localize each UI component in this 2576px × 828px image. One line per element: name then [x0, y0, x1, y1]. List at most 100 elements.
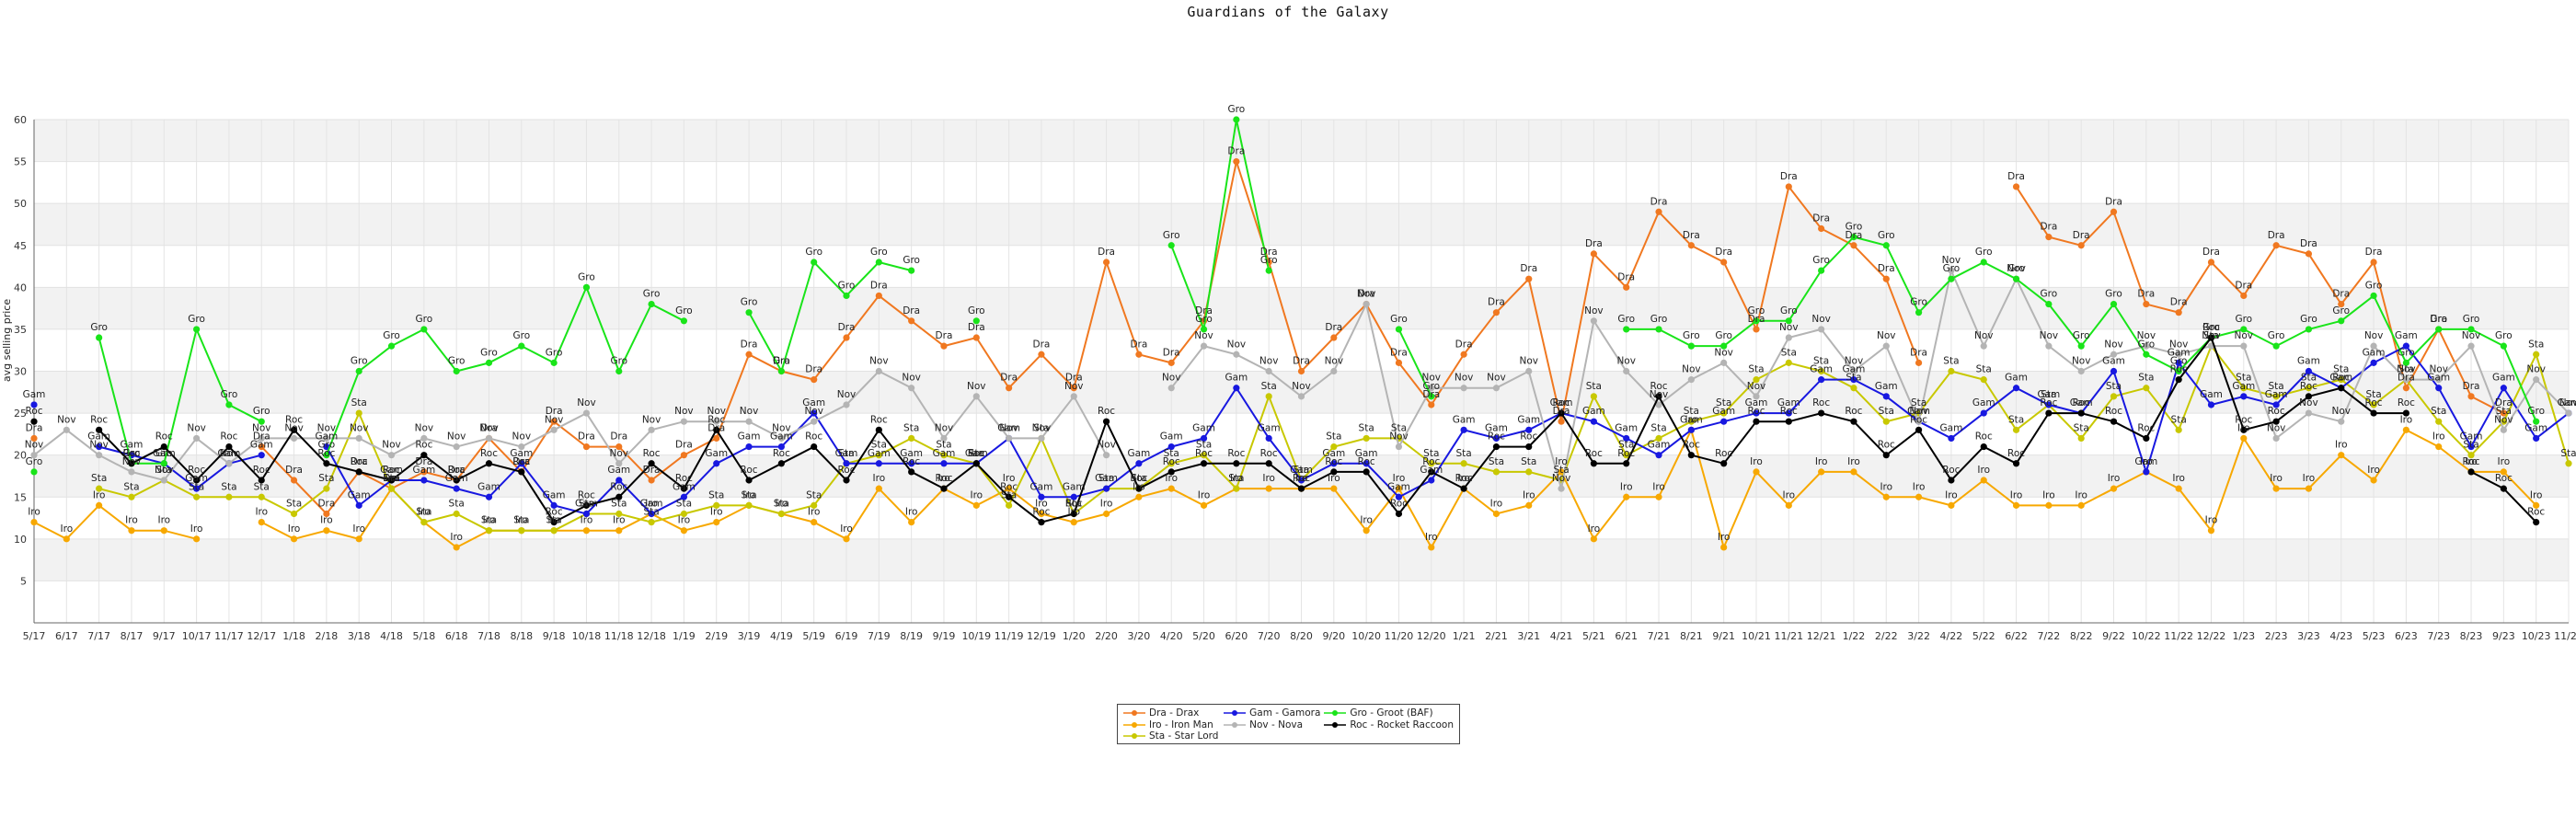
point-label-roc: Roc	[610, 481, 627, 492]
data-point-roc	[485, 460, 493, 467]
data-point-dra	[1720, 259, 1728, 266]
data-point-nov	[940, 434, 948, 443]
point-label-nov: Nov	[1909, 406, 1928, 417]
series-line-gro	[98, 326, 262, 465]
x-tick-label: 7/22	[2038, 630, 2061, 642]
data-point-roc	[908, 468, 915, 476]
point-label-iro: Iro	[1457, 473, 1470, 484]
data-point-nov	[193, 434, 201, 443]
point-label-sta: Sta	[1001, 489, 1017, 500]
point-label-sta: Sta	[1196, 440, 1212, 451]
point-label-dra: Dra	[936, 330, 953, 341]
x-tick-label: 11/17	[214, 630, 244, 642]
point-label-gro: Gro	[383, 330, 400, 341]
point-label-dra: Dra	[870, 280, 888, 291]
point-label-roc: Roc	[1098, 406, 1115, 417]
x-tick-label: 10/19	[961, 630, 991, 642]
point-label-roc: Roc	[1000, 481, 1018, 492]
data-point-iro	[972, 501, 980, 509]
data-point-sta	[1428, 460, 1435, 467]
point-label-roc: Roc	[805, 431, 822, 443]
point-label-nov: Nov	[2104, 339, 2123, 350]
data-point-gam	[843, 460, 850, 467]
point-label-dra: Dra	[2463, 381, 2480, 392]
point-label-iro: Iro	[2270, 473, 2283, 484]
point-label-iro: Iro	[1620, 481, 1633, 492]
point-label-gro: Gro	[1390, 314, 1408, 325]
axes	[33, 119, 2569, 624]
point-label-roc: Roc	[90, 414, 108, 425]
data-point-iro	[1525, 501, 1533, 509]
point-label-nov: Nov	[2559, 397, 2576, 408]
x-tick-label: 8/18	[510, 630, 533, 642]
data-point-roc	[1590, 460, 1597, 467]
point-label-dra: Dra	[1846, 230, 1863, 241]
data-point-nov	[1948, 267, 1955, 274]
point-label-gam: Gam	[900, 448, 923, 459]
data-point-sta	[648, 519, 655, 526]
data-point-nov	[485, 434, 493, 443]
point-label-gam: Gam	[2524, 422, 2547, 433]
data-point-gro	[2012, 275, 2020, 282]
point-label-gam: Gam	[2005, 373, 2028, 384]
data-point-iro	[2533, 501, 2540, 509]
point-label-gro: Gro	[2268, 330, 2285, 341]
data-point-iro	[2207, 527, 2215, 535]
point-label-sta: Sta	[2431, 406, 2446, 417]
x-tick-label: 4/19	[770, 630, 793, 642]
x-tick-label: 5/23	[2363, 630, 2386, 642]
point-label-nov: Nov	[1650, 389, 1669, 400]
point-label-sta: Sta	[871, 440, 887, 451]
data-point-gam	[2533, 434, 2540, 443]
point-label-roc: Roc	[2300, 381, 2317, 392]
point-label-gro: Gro	[480, 347, 498, 358]
point-label-roc: Roc	[2170, 364, 2188, 375]
data-point-gro	[160, 460, 167, 467]
data-point-sta	[1167, 460, 1175, 467]
point-label-sta: Sta	[1553, 465, 1569, 476]
data-point-nov	[582, 409, 591, 417]
point-label-nov: Nov	[1845, 356, 1864, 367]
data-point-dra	[811, 376, 818, 384]
point-label-gam: Gam	[835, 448, 858, 459]
point-label-sta: Sta	[741, 489, 756, 500]
data-point-dra	[2175, 309, 2182, 316]
point-label-gro: Gro	[416, 314, 433, 325]
point-label-nov: Nov	[2007, 263, 2026, 274]
point-label-gam: Gam	[2037, 389, 2060, 400]
point-label-roc: Roc	[1390, 498, 1408, 509]
series-line-gam	[326, 344, 2570, 515]
point-label-gam: Gam	[997, 422, 1020, 433]
data-point-gam	[2435, 385, 2443, 392]
point-label-iro: Iro	[288, 523, 301, 535]
point-label-roc: Roc	[1422, 456, 1440, 467]
point-label-roc: Roc	[837, 465, 855, 476]
data-point-roc	[1948, 477, 1955, 484]
data-point-gam	[2305, 367, 2313, 375]
point-label-gam: Gam	[218, 448, 241, 459]
point-label-gam: Gam	[1322, 448, 1345, 459]
data-point-dra	[745, 351, 753, 358]
point-label-nov: Nov	[1584, 305, 1604, 316]
point-label-roc: Roc	[512, 456, 530, 467]
point-label-roc: Roc	[285, 414, 303, 425]
point-label-gro: Gro	[1163, 230, 1180, 241]
data-point-dra	[1460, 351, 1467, 358]
point-label-sta: Sta	[774, 498, 789, 509]
point-label-iro: Iro	[873, 473, 886, 484]
y-tick-label: 40	[14, 282, 27, 293]
data-point-nov	[843, 401, 850, 408]
point-label-roc: Roc	[2365, 397, 2383, 408]
point-label-roc: Roc	[773, 448, 790, 459]
point-label-iro: Iro	[1262, 473, 1275, 484]
data-point-nov	[2305, 409, 2313, 417]
data-point-nov	[1623, 367, 1630, 375]
point-label-iro: Iro	[1360, 515, 1373, 526]
point-label-nov: Nov	[804, 406, 823, 417]
data-point-gam	[1102, 485, 1110, 492]
point-label-gam: Gam	[868, 448, 891, 459]
x-tick-label: 10/21	[1742, 630, 1771, 642]
point-label-gro: Gro	[1617, 314, 1635, 325]
data-point-sta	[2467, 452, 2475, 459]
